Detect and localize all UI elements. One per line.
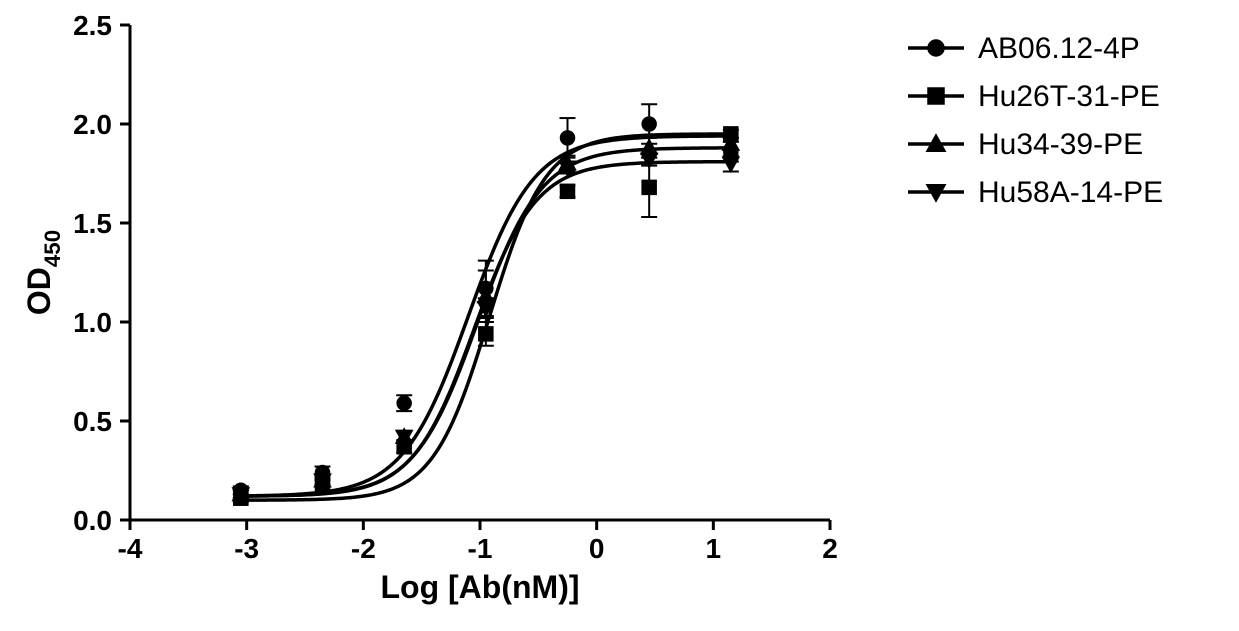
x-tick-label: 0 — [589, 533, 605, 564]
y-tick-label: 2.0 — [73, 109, 112, 140]
x-tick-label: -2 — [351, 533, 376, 564]
x-tick-label: -1 — [468, 533, 493, 564]
legend-label: Hu26T-31-PE — [978, 80, 1160, 113]
y-tick-label: 0.5 — [73, 406, 112, 437]
y-tick-label: 1.5 — [73, 208, 112, 239]
y-tick-label: 1.0 — [73, 307, 112, 338]
x-tick-label: 1 — [706, 533, 722, 564]
x-tick-label: -3 — [234, 533, 259, 564]
y-tick-label: 0.0 — [73, 505, 112, 536]
x-tick-label: 2 — [822, 533, 838, 564]
chart-container: -4 -3 -2 -1 0 1 2 0.0 0.5 1.0 1.5 2.0 2.5 Log [Ab(nM)… — [0, 0, 1239, 631]
y-tick-label: 2.5 — [73, 10, 112, 41]
legend-label: Hu58A-14-PE — [978, 176, 1163, 209]
x-axis-label: Log [Ab(nM)] — [380, 569, 579, 605]
x-tick-label: -4 — [118, 533, 143, 564]
legend-label: Hu34-39-PE — [978, 128, 1143, 161]
legend-label: AB06.12-4P — [978, 32, 1140, 65]
y-axis-label: OD450 — [21, 230, 65, 315]
chart-svg: -4 -3 -2 -1 0 1 2 0.0 0.5 1.0 1.5 2.0 2.5 Log [Ab(nM)… — [0, 0, 1239, 631]
